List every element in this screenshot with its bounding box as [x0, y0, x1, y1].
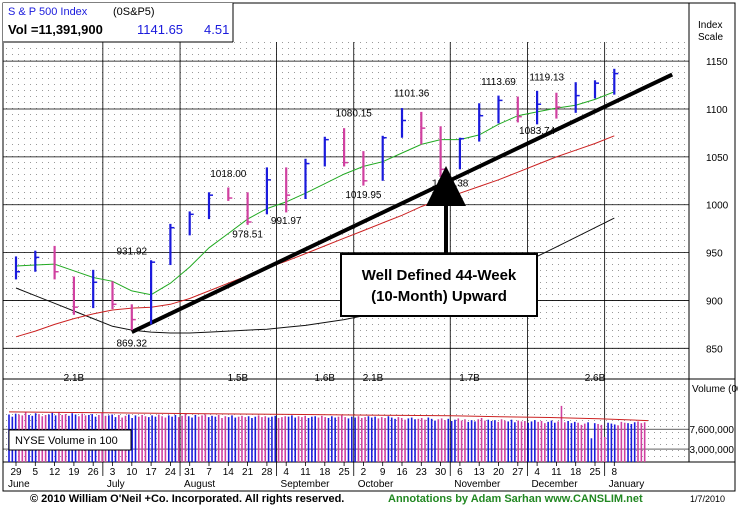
price-annotation: 1029.38: [432, 179, 469, 190]
y-tick-label: 850: [706, 344, 723, 355]
y-tick-label: 1100: [706, 105, 728, 116]
month-label: October: [358, 479, 394, 490]
month-label: September: [281, 479, 331, 490]
volume-legend-box: [8, 429, 132, 451]
x-tick-label: 31: [184, 467, 196, 478]
price-annotation: 1083.74: [519, 126, 556, 137]
grid-layer: [3, 42, 689, 476]
x-tick-label: 18: [570, 467, 582, 478]
ma-short-line: [15, 91, 615, 296]
month-label: December: [531, 479, 578, 490]
x-tick-label: 29: [10, 467, 22, 478]
x-tick-label: 20: [493, 467, 505, 478]
x-tick-label: 4: [283, 467, 289, 478]
index-scale-label: Index: [698, 20, 722, 31]
last-price: 1141.65: [137, 22, 183, 37]
month-label: June: [8, 479, 30, 490]
volume-peak-label: 2.6B: [585, 373, 606, 384]
price-bar-layer: [14, 68, 619, 331]
y-tick-label: 1000: [706, 201, 729, 212]
callout-line-2: (10-Month) Upward: [371, 288, 507, 305]
header-panel: [3, 3, 233, 43]
x-tick-label: 2: [361, 467, 367, 478]
price-change: 4.51: [204, 22, 229, 37]
price-annotation: 1119.13: [529, 72, 564, 83]
copyright-text: © 2010 William O'Neil +Co. Incorporated.…: [30, 493, 344, 505]
volume-readout: Vol =11,391,900: [8, 22, 103, 37]
volume-peak-label: 2.1B: [64, 373, 85, 384]
trendline: [130, 72, 674, 334]
month-label: July: [107, 479, 125, 490]
x-tick-label: 21: [242, 467, 254, 478]
x-tick-label: 30: [435, 467, 447, 478]
x-tick-label: 18: [319, 467, 331, 478]
x-tick-label: 9: [380, 467, 386, 478]
x-tick-label: 10: [126, 467, 138, 478]
y-tick-label: 950: [706, 249, 723, 260]
x-tick-label: 11: [300, 467, 311, 478]
x-tick-label: 19: [68, 467, 80, 478]
x-tick-label: 5: [33, 467, 39, 478]
month-label: August: [184, 479, 215, 490]
price-annotation: 978.51: [232, 229, 263, 240]
x-tick-label: 4: [534, 467, 540, 478]
x-tick-label: 28: [261, 467, 273, 478]
month-label: January: [609, 479, 645, 490]
x-tick-label: 16: [396, 467, 408, 478]
volume-peak-label: 1.6B: [315, 373, 336, 384]
x-tick-label: 7: [206, 467, 212, 478]
x-tick-label: 24: [165, 467, 177, 478]
index-scale-label-2: Scale: [698, 32, 723, 43]
price-annotation: 991.97: [271, 216, 302, 227]
x-tick-label: 27: [512, 467, 524, 478]
volume-legend-text: NYSE Volume in 100: [15, 435, 118, 447]
x-tick-label: 25: [589, 467, 601, 478]
index-name: S & P 500 Index: [8, 6, 88, 18]
month-label: November: [454, 479, 501, 490]
index-symbol: (0S&P5): [113, 6, 155, 18]
x-tick-label: 23: [416, 467, 428, 478]
x-tick-label: 8: [612, 467, 618, 478]
price-annotation: 931.92: [117, 247, 148, 258]
volume-peak-label: 2.1B: [363, 373, 384, 384]
callout-line-1: Well Defined 44-Week: [362, 267, 517, 284]
price-annotation: 1101.36: [394, 89, 430, 100]
x-tick-label: 6: [457, 467, 463, 478]
price-annotation: 1019.95: [345, 190, 382, 201]
price-annotation: 1113.69: [481, 77, 516, 88]
annotations-credit: Annotations by Adam Sarhan www.CANSLIM.n…: [388, 493, 643, 505]
volume-peak-label: 1.7B: [459, 373, 480, 384]
price-annotation: 869.32: [117, 338, 148, 349]
price-panel-dots: [3, 42, 689, 378]
y-tick-label: 900: [706, 296, 723, 307]
ma-long-line: [15, 135, 615, 338]
y-tick-label: 1050: [706, 153, 729, 164]
x-tick-label: 3: [110, 467, 116, 478]
x-tick-label: 17: [146, 467, 158, 478]
price-annotation: 1018.00: [210, 169, 247, 180]
x-tick-label: 25: [339, 467, 351, 478]
volume-axis-title: Volume (00): [692, 384, 738, 395]
x-tick-label: 14: [223, 467, 235, 478]
callout-box: [340, 253, 538, 317]
volume-peak-label: 1.5B: [228, 373, 249, 384]
x-tick-label: 26: [88, 467, 100, 478]
x-tick-label: 13: [474, 467, 486, 478]
volume-tick-label: 3,000,000: [690, 445, 735, 456]
chart-date: 1/7/2010: [690, 494, 725, 504]
y-tick-label: 1150: [706, 57, 728, 68]
volume-tick-label: 7,600,000: [690, 425, 735, 436]
x-tick-label: 12: [49, 467, 61, 478]
volume-average-line: [8, 411, 649, 422]
x-tick-label: 11: [551, 467, 562, 478]
price-annotation: 1080.15: [336, 109, 373, 120]
